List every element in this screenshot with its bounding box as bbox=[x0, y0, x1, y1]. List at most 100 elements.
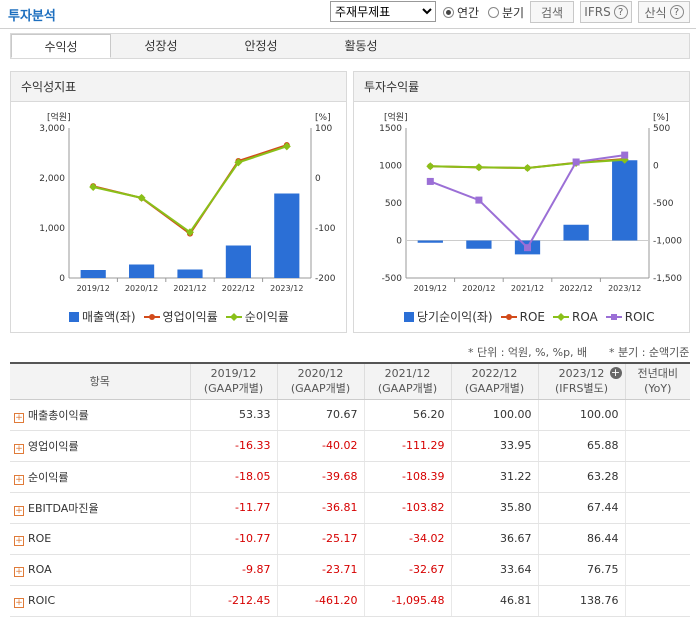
header-col: 2020/12 (GAAP개별) bbox=[276, 362, 364, 400]
ifrs-button-label: IFRS bbox=[584, 5, 611, 19]
analysis-tabs: 수익성 성장성 안정성 활동성 bbox=[10, 33, 690, 59]
header-col-period: 2022/12 bbox=[471, 367, 518, 381]
radio-annual-dot[interactable] bbox=[443, 7, 454, 18]
table-cell: -212.45 bbox=[189, 585, 277, 617]
table-cell: -1,095.48 bbox=[363, 585, 451, 617]
radio-annual[interactable]: 연간 bbox=[443, 4, 479, 21]
left-unit-label: [억원] bbox=[384, 111, 408, 123]
search-button-label: 검색 bbox=[540, 5, 564, 20]
formula-button[interactable]: 산식 ? bbox=[638, 1, 690, 23]
table-cell: 65.88 bbox=[537, 430, 625, 462]
table-header-row: 항목 2019/12 (GAAP개별) 2020/12 (GAAP개별) 2021/… bbox=[10, 362, 690, 400]
x-tick-label: 2020/12 bbox=[125, 284, 158, 293]
row-label-cell[interactable]: + EBITDA마진율 bbox=[10, 492, 190, 524]
table-cell: -23.71 bbox=[276, 554, 364, 586]
x-tick-label: 2021/12 bbox=[511, 284, 544, 293]
table-cell: 53.33 bbox=[189, 399, 277, 431]
data-point bbox=[89, 183, 98, 192]
search-button[interactable]: 검색 bbox=[530, 1, 574, 23]
row-label: ROIC bbox=[28, 593, 56, 607]
table-cell: 36.67 bbox=[450, 523, 538, 555]
expand-row-icon[interactable]: + bbox=[14, 474, 24, 485]
table-cell: -16.33 bbox=[189, 430, 277, 462]
row-label-cell[interactable]: + ROA bbox=[10, 554, 190, 586]
table-cell: 67.44 bbox=[537, 492, 625, 524]
profitability-legend: 매출액(좌) 영업이익률 순이익률 bbox=[69, 308, 289, 325]
bar bbox=[129, 264, 155, 278]
table-cell: -11.77 bbox=[189, 492, 277, 524]
right-unit-label: [%] bbox=[653, 113, 669, 123]
legend-op-margin[interactable]: 영업이익률 bbox=[143, 308, 218, 325]
left-tick-label: 1,000 bbox=[39, 224, 65, 234]
table-cell: -108.39 bbox=[363, 461, 451, 493]
bar bbox=[417, 240, 443, 243]
left-unit-label: [억원] bbox=[47, 111, 71, 123]
statement-select[interactable]: 주재무제표 bbox=[330, 1, 436, 22]
legend-roa-icon bbox=[552, 312, 569, 321]
header-col-period: 2019/12 bbox=[210, 367, 257, 381]
expand-row-icon[interactable]: + bbox=[14, 566, 24, 577]
legend-revenue[interactable]: 매출액(좌) bbox=[69, 308, 136, 325]
tab-activity[interactable]: 활동성 bbox=[344, 39, 378, 53]
bar bbox=[177, 269, 203, 278]
expand-row-icon[interactable]: + bbox=[14, 597, 24, 608]
row-label-cell[interactable]: + 순이익률 bbox=[10, 461, 190, 493]
header-col-basis: (GAAP개별) bbox=[290, 382, 351, 396]
expand-row-icon[interactable]: + bbox=[14, 535, 24, 546]
ifrs-button[interactable]: IFRS ? bbox=[580, 1, 632, 23]
table-cell: 63.28 bbox=[537, 461, 625, 493]
radio-annual-label: 연간 bbox=[457, 6, 480, 20]
table-cell: 76.75 bbox=[537, 554, 625, 586]
expand-plus-icon[interactable]: + bbox=[609, 366, 622, 379]
legend-net-margin[interactable]: 순이익률 bbox=[225, 308, 289, 325]
table-cell: -18.05 bbox=[189, 461, 277, 493]
row-label-cell[interactable]: + ROIC bbox=[10, 585, 190, 617]
row-label-cell[interactable]: + 매출총이익률 bbox=[10, 399, 190, 431]
x-tick-label: 2020/12 bbox=[462, 284, 495, 293]
row-label: 매출총이익률 bbox=[28, 408, 89, 422]
row-label-cell[interactable]: + 영업이익률 bbox=[10, 430, 190, 462]
right-tick-label: -500 bbox=[653, 199, 674, 209]
table-cell: -39.68 bbox=[276, 461, 364, 493]
legend-roic[interactable]: ROIC bbox=[605, 309, 655, 324]
x-tick-label: 2019/12 bbox=[414, 284, 447, 293]
tab-profitability[interactable]: 수익성 bbox=[11, 34, 111, 58]
legend-roe[interactable]: ROE bbox=[500, 310, 545, 324]
bar bbox=[466, 240, 492, 249]
table-cell bbox=[624, 461, 690, 493]
table-cell: 138.76 bbox=[537, 585, 625, 617]
table-row: + ROIC -212.45 -461.20 -1,095.48 46.81 138.76 bbox=[10, 585, 690, 617]
table-cell: 56.20 bbox=[363, 399, 451, 431]
right-tick-label: -200 bbox=[315, 274, 336, 284]
legend-roa[interactable]: ROA bbox=[552, 310, 598, 324]
header-col-basis: (YoY) bbox=[644, 382, 672, 396]
data-point bbox=[137, 193, 146, 202]
expand-row-icon[interactable]: + bbox=[14, 443, 24, 454]
bar bbox=[563, 224, 589, 241]
tab-growth[interactable]: 성장성 bbox=[144, 39, 178, 53]
data-point bbox=[475, 196, 483, 204]
bar bbox=[274, 193, 300, 278]
left-tick-label: 500 bbox=[385, 199, 402, 209]
header-col: 2021/12 (GAAP개별) bbox=[363, 362, 451, 400]
expand-row-icon[interactable]: + bbox=[14, 412, 24, 423]
radio-quarter[interactable]: 분기 bbox=[488, 4, 524, 21]
table-cell: -9.87 bbox=[189, 554, 277, 586]
radio-quarter-dot[interactable] bbox=[488, 7, 499, 18]
left-tick-label: 2,000 bbox=[39, 174, 65, 184]
formula-button-label: 산식 bbox=[644, 5, 667, 20]
legend-net-income[interactable]: 당기순이익(좌) bbox=[404, 308, 493, 325]
expand-row-icon[interactable]: + bbox=[14, 505, 24, 516]
investment-chart: [억원] [%] 1500 1000 500 0 -500 500 0 -500 -1,000 -1,… bbox=[379, 111, 682, 293]
table-cell: 100.00 bbox=[537, 399, 625, 431]
row-label: ROA bbox=[28, 562, 52, 576]
row-label-cell[interactable]: + ROE bbox=[10, 523, 190, 555]
table-cell: 46.81 bbox=[450, 585, 538, 617]
legend-net-margin-label: 순이익률 bbox=[244, 310, 289, 324]
legend-roic-label: ROIC bbox=[624, 309, 655, 324]
header-col-period: 전년대비 bbox=[637, 367, 678, 381]
table-cell: -10.77 bbox=[189, 523, 277, 555]
tab-stability[interactable]: 안정성 bbox=[244, 39, 278, 53]
investment-legend: 당기순이익(좌) ROE ROA ROIC bbox=[404, 308, 654, 325]
header-col-period: 2023/12 bbox=[558, 367, 605, 381]
